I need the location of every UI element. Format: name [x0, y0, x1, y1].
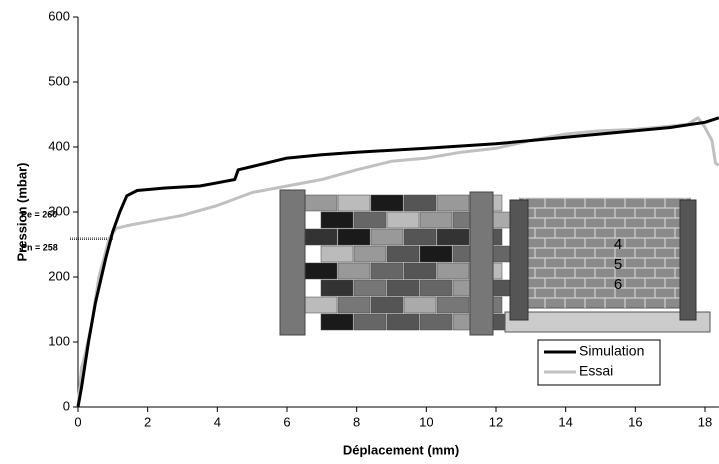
brick — [353, 279, 387, 297]
y-axis-label: Pression (mbar) — [14, 163, 29, 262]
x-tick-label: 0 — [74, 414, 81, 429]
x-tick-label: 12 — [489, 414, 503, 429]
brick — [436, 194, 470, 212]
wall-edge — [679, 199, 697, 321]
y-tick-label: 0 — [63, 398, 70, 413]
point-label: 6 — [614, 276, 622, 293]
legend-box — [537, 339, 661, 386]
brick — [370, 262, 404, 280]
brick — [436, 262, 470, 280]
brick — [337, 296, 371, 314]
x-tick-label: 10 — [419, 414, 433, 429]
x-tick-label: 18 — [698, 414, 712, 429]
brick — [337, 262, 371, 280]
wall-edge — [509, 199, 529, 321]
brick — [304, 262, 338, 280]
brick — [304, 194, 338, 212]
x-tick-label: 16 — [628, 414, 642, 429]
y-tick-label: 100 — [48, 333, 70, 348]
legend-label: Simulation — [579, 343, 644, 359]
x-axis-label: Déplacement (mm) — [343, 442, 459, 457]
brick — [403, 262, 437, 280]
brick — [320, 245, 354, 263]
annotation: Pn = 258 — [21, 243, 58, 253]
y-tick-label: 500 — [48, 73, 70, 88]
y-tick-label: 300 — [48, 203, 70, 218]
brick — [436, 296, 470, 314]
brick — [370, 194, 404, 212]
x-tick-label: 4 — [214, 414, 221, 429]
brick — [386, 245, 420, 263]
brick — [419, 279, 453, 297]
brick — [419, 245, 453, 263]
annotation: Pe = 260 — [21, 209, 57, 219]
brick — [353, 313, 387, 331]
y-tick-label: 200 — [48, 268, 70, 283]
brick — [436, 228, 470, 246]
wall-images: 4 5 6 — [279, 189, 711, 336]
brick — [386, 279, 420, 297]
wall-edge — [469, 191, 494, 336]
brick — [304, 296, 338, 314]
brick — [320, 313, 354, 331]
x-tick-label: 6 — [283, 414, 290, 429]
brick — [386, 211, 420, 229]
wall-base — [504, 311, 711, 333]
brick — [419, 211, 453, 229]
brick — [353, 211, 387, 229]
brick — [370, 296, 404, 314]
brick — [353, 245, 387, 263]
brick — [419, 313, 453, 331]
x-tick-label: 8 — [353, 414, 360, 429]
brick — [403, 228, 437, 246]
brick — [320, 279, 354, 297]
legend-label: Essai — [579, 363, 613, 379]
brick — [386, 313, 420, 331]
brick — [403, 296, 437, 314]
brick — [337, 228, 371, 246]
brick — [370, 228, 404, 246]
y-tick-label: 600 — [48, 8, 70, 23]
point-label: 4 — [614, 236, 622, 253]
brick — [337, 194, 371, 212]
x-tick-label: 2 — [144, 414, 151, 429]
wall-edge — [279, 189, 306, 336]
wall-body — [519, 197, 691, 309]
brick — [304, 228, 338, 246]
brick — [403, 194, 437, 212]
y-tick-label: 400 — [48, 138, 70, 153]
x-tick-label: 14 — [558, 414, 572, 429]
series-line — [76, 116, 719, 408]
point-label: 5 — [614, 256, 622, 273]
brick — [320, 211, 354, 229]
